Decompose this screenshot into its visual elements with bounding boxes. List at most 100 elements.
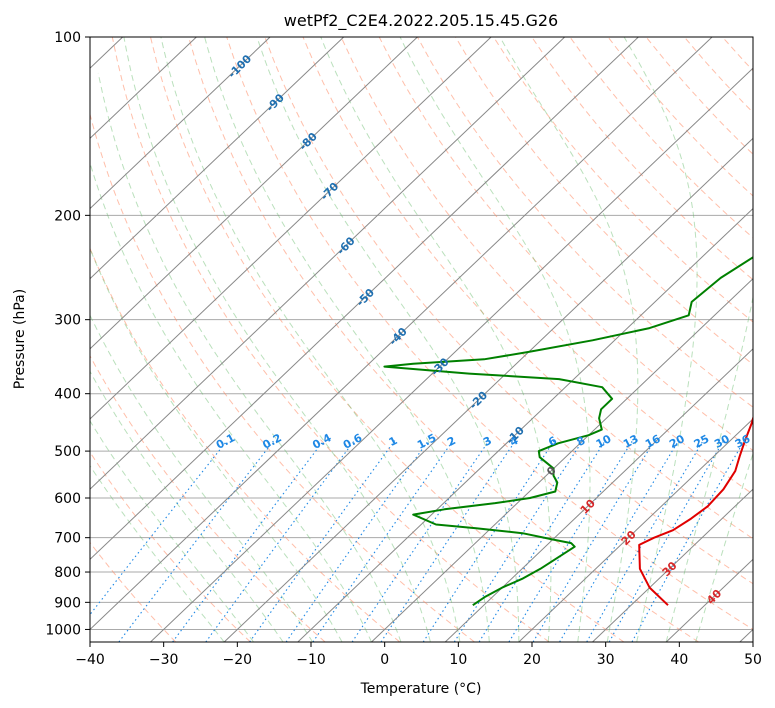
skewed-isotherm	[297, 207, 753, 642]
mixing-ratio-line	[118, 440, 275, 642]
y-axis-ticks: 1000 900 800 700 600 500 400 300 200 100	[45, 30, 90, 638]
background-line-labels: 0.1 0.2 0.4 0.6 1 1.5 2 3 4 6 8 10 13 16 20 25 30 36-100-…	[214, 52, 753, 607]
x-tick-label: 30	[597, 652, 615, 668]
moist-adiabat	[90, 161, 372, 642]
mixing-ratio-label: 3	[481, 434, 494, 449]
chart-title: wetPf2_C2E4.2022.205.15.45.G26	[284, 11, 558, 31]
moist-adiabat	[499, 37, 639, 642]
moist-adiabat	[90, 464, 225, 642]
x-tick-label: 20	[523, 652, 541, 668]
mixing-ratio-label: 30	[712, 432, 732, 451]
dry-adiabat	[111, 37, 550, 642]
mixing-ratio-lines	[90, 440, 745, 642]
x-axis-label: Temperature (°C)	[360, 681, 482, 697]
skewed-isotherm	[665, 558, 753, 642]
skewed-isotherm	[90, 37, 639, 561]
dry-adiabat	[90, 247, 401, 642]
x-tick-label: −40	[75, 652, 105, 668]
mixing-ratio-line	[380, 440, 517, 642]
mixing-ratio-label: 0.4	[310, 431, 334, 452]
y-tick-label: 200	[54, 208, 81, 224]
mixing-ratio-line	[631, 440, 745, 642]
moist-adiabat	[90, 247, 343, 642]
skewed-isotherm	[90, 37, 197, 140]
dry-adiabat	[607, 37, 753, 197]
y-tick-label: 300	[54, 313, 81, 329]
skewed-isotherms	[90, 37, 753, 642]
skewed-isotherm	[444, 348, 753, 642]
plot-area: 0.1 0.2 0.4 0.6 1 1.5 2 3 4 6 8 10 13 16 20 25 30 36-100-…	[90, 37, 753, 642]
skewed-isotherm	[150, 67, 753, 642]
x-tick-label: 50	[744, 652, 762, 668]
mixing-ratio-line	[351, 440, 490, 642]
dry-adiabat	[90, 451, 251, 642]
dry-adiabat	[493, 37, 753, 323]
moist-adiabat	[97, 72, 402, 642]
dry-adiabat	[378, 37, 753, 452]
moist-adiabat	[90, 419, 254, 642]
mixing-ratio-label: 1.5	[415, 431, 438, 452]
dewpoint-profile	[383, 256, 753, 607]
skewed-isotherm	[90, 37, 713, 631]
moist-adiabats	[90, 37, 753, 642]
dry-adiabat	[90, 112, 475, 642]
skewed-isotherm	[90, 37, 271, 210]
mixing-ratio-line	[608, 440, 725, 642]
dry-adiabat	[150, 37, 625, 642]
moist-adiabat	[320, 37, 552, 642]
moist-adiabat	[256, 37, 520, 642]
dry-adiabat	[722, 37, 753, 72]
skewed-isotherm	[371, 277, 753, 642]
y-tick-label: 800	[54, 565, 81, 581]
mixing-ratio-line	[508, 440, 633, 642]
mixing-ratio-line	[532, 440, 655, 642]
skewed-isotherm	[518, 418, 753, 642]
dry-adiabat	[340, 37, 753, 495]
x-tick-label: −10	[296, 652, 326, 668]
moist-adiabat	[399, 37, 591, 642]
mixing-ratio-line	[285, 440, 429, 642]
moist-adiabat	[623, 37, 698, 642]
mixing-ratio-label: 13	[621, 432, 641, 451]
y-tick-label: 100	[54, 30, 81, 46]
dry-adiabat	[416, 37, 753, 408]
mixing-ratio-label: 1	[387, 434, 400, 449]
y-tick-label: 600	[54, 491, 81, 507]
x-axis-ticks: −40 −30 −20 −10 0 10 20 30 40 50	[75, 642, 762, 668]
skewed-isotherm	[90, 37, 492, 420]
mixing-ratio-line	[586, 440, 704, 642]
moist-adiabat	[160, 37, 461, 642]
mixing-ratio-line	[249, 440, 396, 642]
mixing-ratio-label: 2	[445, 434, 458, 449]
mixing-ratio-label: 25	[692, 432, 712, 451]
skewed-isotherm	[223, 137, 753, 642]
x-tick-label: 0	[380, 652, 389, 668]
dry-adiabat	[302, 37, 753, 540]
dry-adiabat	[455, 37, 753, 366]
dry-adiabat	[683, 37, 753, 114]
dry-adiabat	[645, 37, 753, 155]
dry-adiabat	[90, 354, 326, 642]
mixing-ratio-label: 10	[594, 432, 614, 451]
mixing-ratio-label: 36	[733, 432, 753, 451]
mixing-ratio-line	[422, 440, 555, 642]
skewed-isotherm	[90, 37, 418, 350]
mixing-ratio-label: 16	[643, 432, 663, 451]
mixing-ratio-line	[312, 440, 454, 642]
moist-adiabat	[123, 37, 431, 642]
moist-adiabat	[90, 370, 284, 642]
temperature-profile	[638, 415, 753, 606]
mixing-ratio-label: 0.6	[341, 431, 365, 452]
moist-adiabat	[204, 37, 490, 642]
y-tick-label: 900	[54, 595, 81, 611]
x-tick-label: −20	[223, 652, 253, 668]
y-tick-label: 500	[54, 444, 81, 460]
dry-adiabat	[226, 37, 753, 630]
mixing-ratio-label: 0.1	[214, 431, 237, 452]
y-axis-label: Pressure (hPa)	[12, 289, 28, 389]
x-tick-label: −30	[149, 652, 179, 668]
profile-lines	[383, 256, 753, 607]
y-tick-label: 1000	[45, 622, 81, 638]
mixing-ratio-line	[205, 440, 355, 642]
